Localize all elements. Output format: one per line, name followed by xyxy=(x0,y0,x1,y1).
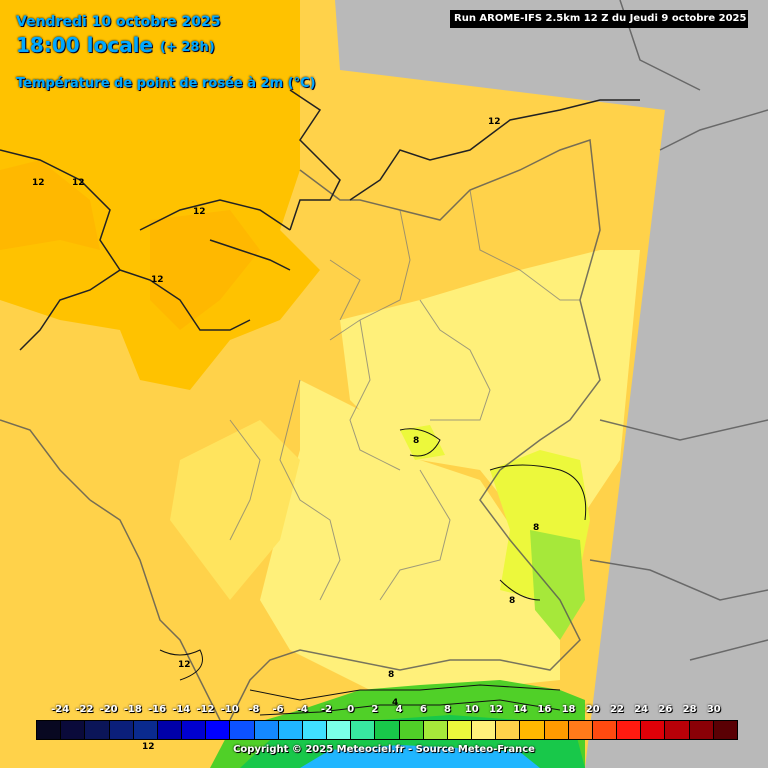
colorbar xyxy=(36,720,738,740)
orange-zone-northwest xyxy=(0,0,320,390)
colorbar-tick-label: 20 xyxy=(585,704,600,715)
colorbar-swatch xyxy=(351,721,376,739)
contour-label: 12 xyxy=(142,742,155,752)
colorbar-tick-label: -8 xyxy=(248,704,260,715)
colorbar-tick-label: 28 xyxy=(682,704,697,715)
colorbar-tick-label: 24 xyxy=(634,704,649,715)
colorbar-tick-label: 22 xyxy=(609,704,624,715)
alpine-zone-cold xyxy=(300,745,540,768)
colorbar-swatch xyxy=(254,721,279,739)
colorbar-swatch xyxy=(520,721,545,739)
colorbar-swatch xyxy=(133,721,158,739)
colorbar-tick-label: 8 xyxy=(444,704,451,715)
colorbar-tick-label: 14 xyxy=(513,704,528,715)
colorbar-swatch xyxy=(302,721,328,739)
contour-label: 12 xyxy=(178,660,191,670)
colorbar-tick-label: 26 xyxy=(658,704,673,715)
colorbar-swatch xyxy=(230,721,255,739)
lightyellow-zone-southwest xyxy=(170,420,300,600)
colorbar-tick-label: -16 xyxy=(147,704,167,715)
colorbar-tick-label: 10 xyxy=(464,704,479,715)
colorbar-tick-label: 0 xyxy=(347,704,355,715)
lightyellow-zone-south xyxy=(260,380,560,690)
contour-label: 8 xyxy=(509,596,516,606)
colorbar-tick-label: -24 xyxy=(51,704,70,715)
colorbar-ticks: -24 -22 -20 -18 -16 -14 -12 -10 -8 -6 -4 -2 0 2 4 6 8 10 1… xyxy=(20,704,740,718)
colorbar-swatch xyxy=(447,721,473,739)
colorbar-tick-label: 2 xyxy=(371,704,379,715)
colorbar-swatch xyxy=(713,721,737,739)
coastlines xyxy=(0,89,640,351)
colorbar-tick-label: 30 xyxy=(706,704,721,715)
colorbar-swatch xyxy=(665,721,690,739)
contour-label: 8 xyxy=(388,670,395,680)
forecast-time: 18:00 locale xyxy=(16,33,153,57)
colorbar-swatch xyxy=(182,721,207,739)
colorbar-tick-label: 4 xyxy=(395,704,403,715)
colorbar-swatch xyxy=(617,721,642,739)
colorbar-tick-label: -14 xyxy=(172,704,191,715)
colorbar-swatch xyxy=(37,721,62,739)
colorbar-tick-label: -18 xyxy=(123,704,142,715)
contour-label: 12 xyxy=(193,207,206,217)
colorbar-swatch xyxy=(206,721,231,739)
forecast-date: Vendredi 10 octobre 2025 xyxy=(16,14,221,30)
colorbar-tick-label: -4 xyxy=(296,704,308,715)
contour-label: 4 xyxy=(392,698,399,708)
orange-zone-west2 xyxy=(150,210,260,330)
colorbar-swatch xyxy=(278,721,303,739)
colorbar-tick-label: -6 xyxy=(272,704,284,715)
contour-label: 8 xyxy=(413,436,420,446)
model-run-label: Run AROME-IFS 2.5km 12 Z du Jeudi 9 octo… xyxy=(450,10,748,28)
orange-zone-west xyxy=(0,160,100,250)
colorbar-swatch xyxy=(109,721,134,739)
colorbar-swatch xyxy=(375,721,400,739)
green-zone-southeast xyxy=(530,530,585,640)
colorbar-swatch xyxy=(496,721,521,739)
colorbar-tick-label: -22 xyxy=(75,704,94,715)
copyright-notice: Copyright © 2025 Meteociel.fr - Source M… xyxy=(233,744,535,755)
colorbar-tick-label: 6 xyxy=(419,704,427,715)
yellowgreen-zone-east2 xyxy=(400,425,445,460)
colorbar-swatch xyxy=(61,721,86,739)
colorbar-tick-label: -2 xyxy=(320,704,333,715)
contour-label: 8 xyxy=(533,523,540,533)
colorbar-swatch xyxy=(399,721,424,739)
colorbar-swatch xyxy=(157,721,183,739)
contour-label: 12 xyxy=(151,275,164,285)
contour-label: 12 xyxy=(72,178,85,188)
parameter-title: Température de point de rosée à 2m (°C) xyxy=(16,76,316,91)
colorbar-swatch xyxy=(423,721,448,739)
colorbar-swatch xyxy=(689,721,714,739)
colorbar-tick-label: 12 xyxy=(488,704,503,715)
regional-borders xyxy=(229,189,580,601)
colorbar-swatch xyxy=(472,721,497,739)
colorbar-swatch xyxy=(544,721,569,739)
colorbar-swatch xyxy=(85,721,110,739)
contour-label: 12 xyxy=(488,117,501,127)
colorbar-swatch xyxy=(592,721,618,739)
colorbar-tick-label: 16 xyxy=(537,704,552,715)
lead-time: (+ 28h) xyxy=(160,40,215,55)
colorbar-tick-label: 18 xyxy=(561,704,576,715)
colorbar-tick-label: -12 xyxy=(196,704,215,715)
colorbar-swatch xyxy=(641,721,666,739)
colorbar-swatch xyxy=(568,721,593,739)
colorbar-tick-label: -20 xyxy=(99,704,118,715)
colorbar-swatch xyxy=(327,721,352,739)
contour-label: 12 xyxy=(32,178,45,188)
colorbar-tick-label: -10 xyxy=(220,704,239,715)
